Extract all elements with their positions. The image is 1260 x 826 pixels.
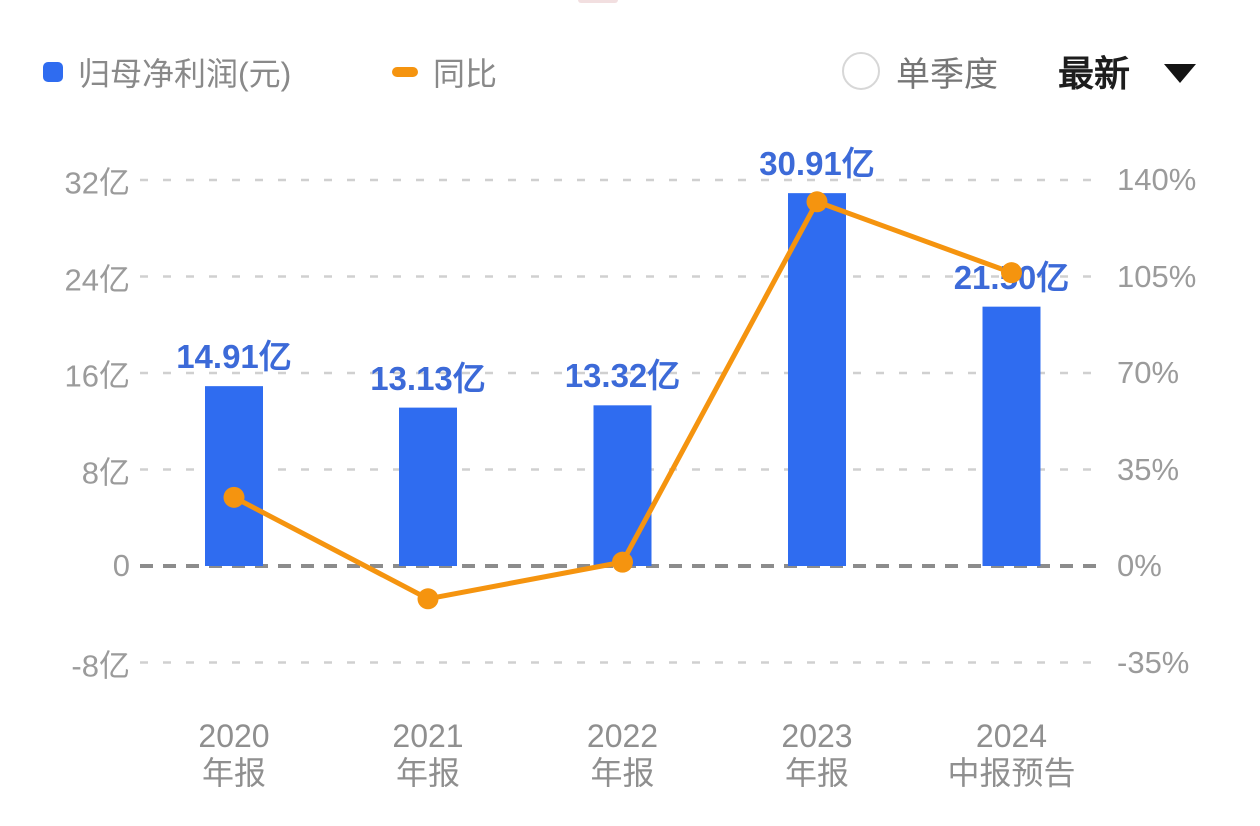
yoy-swatch-icon	[392, 67, 418, 77]
left-axis-tick: 0	[112, 548, 130, 583]
left-axis-tick: -8亿	[71, 648, 130, 683]
bar-value-label-2021: 13.13亿	[370, 359, 486, 397]
bar-2020[interactable]	[205, 386, 263, 566]
period-dropdown[interactable]: 最新	[1058, 50, 1197, 94]
right-axis-tick: 140%	[1117, 162, 1197, 197]
left-axis-tick: 32亿	[64, 165, 130, 201]
bar-value-label-2024: 21.50亿	[953, 258, 1070, 296]
right-axis-tick: 0%	[1117, 548, 1162, 583]
bar-value-label-2022: 13.32亿	[564, 357, 681, 395]
x-axis-label-2021: 2021 年报	[392, 718, 464, 791]
left-axis-tick: 8亿	[81, 455, 130, 490]
x-axis-label-2024: 2024 中报预告	[947, 718, 1076, 791]
period-dropdown-value: 最新	[1058, 53, 1131, 94]
caret-down-icon	[1164, 63, 1197, 83]
bar-2022[interactable]	[593, 405, 652, 566]
radio-unchecked-icon[interactable]	[842, 52, 880, 90]
right-axis-tick: -35%	[1117, 644, 1190, 680]
left-axis-tick: 24亿	[64, 262, 130, 297]
legend-item-net-profit[interactable]: 归母净利润(元)	[43, 52, 291, 92]
bar-2021[interactable]	[399, 407, 457, 566]
legend-net-profit-label: 归母净利润(元)	[78, 56, 292, 92]
bar-value-label-2020: 14.91亿	[176, 338, 292, 376]
net-profit-swatch-icon	[43, 62, 63, 82]
x-axis-label-2022: 2022 年报	[586, 718, 659, 791]
legend-item-yoy[interactable]: 同比	[392, 52, 497, 92]
x-axis-label-2023: 2023 年报	[781, 718, 853, 791]
single-quarter-toggle[interactable]: 单季度	[842, 50, 998, 94]
bar-2023[interactable]	[788, 193, 846, 566]
bar-value-label-2023: 30.91亿	[759, 145, 875, 183]
right-axis-tick: 70%	[1117, 355, 1180, 390]
right-axis-tick: 35%	[1117, 451, 1180, 487]
left-axis-tick: 16亿	[64, 358, 130, 394]
single-quarter-label: 单季度	[896, 55, 998, 94]
clipped-top-element	[578, 0, 618, 3]
right-axis-tick: 105%	[1117, 258, 1197, 294]
legend-yoy-label: 同比	[433, 56, 498, 92]
x-axis-label-2020: 2020 年报	[198, 718, 270, 791]
bar-2024[interactable]	[982, 306, 1041, 566]
